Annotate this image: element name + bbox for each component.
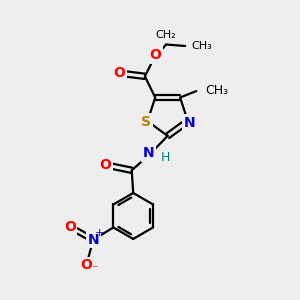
Text: CH₃: CH₃	[191, 41, 212, 51]
Text: H: H	[161, 151, 171, 164]
Text: O: O	[64, 220, 76, 234]
Text: O: O	[150, 48, 161, 62]
Text: ⁻: ⁻	[91, 264, 98, 277]
Text: CH₃: CH₃	[206, 84, 229, 97]
Text: N: N	[88, 233, 99, 247]
Text: N: N	[143, 146, 154, 160]
Text: O: O	[99, 158, 111, 172]
Text: O: O	[81, 258, 92, 272]
Text: N: N	[184, 116, 195, 130]
Text: CH₂: CH₂	[156, 29, 176, 40]
Text: S: S	[141, 115, 151, 129]
Text: O: O	[113, 66, 125, 80]
Text: +: +	[95, 228, 104, 238]
